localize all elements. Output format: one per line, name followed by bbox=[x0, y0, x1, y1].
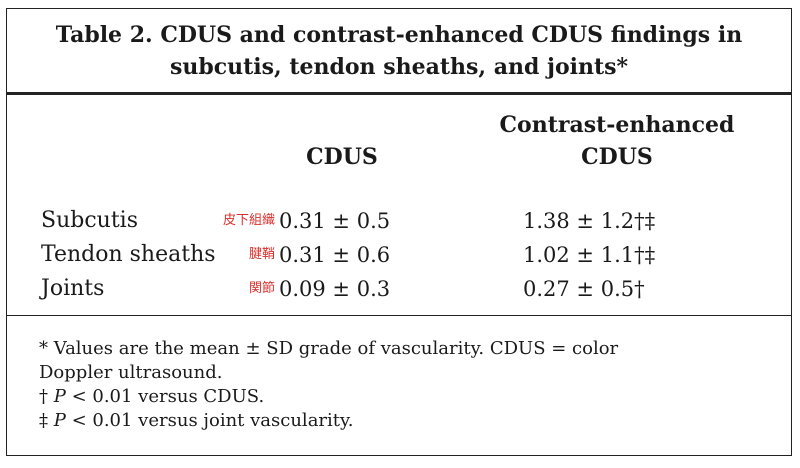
cell-joints-ce: 0.27 ± 0.5† bbox=[523, 277, 645, 301]
row-label-tendon-sheaths: Tendon sheaths bbox=[41, 242, 216, 267]
footnote-dagger-text: < 0.01 versus CDUS. bbox=[65, 386, 265, 407]
table-title-line-2: subcutis, tendon sheaths, and joints* bbox=[169, 54, 629, 80]
table-frame: Table 2. CDUS and contrast-enhanced CDUS… bbox=[6, 8, 792, 456]
cell-subcutis-ce: 1.38 ± 1.2†‡ bbox=[523, 209, 656, 233]
footnote-asterisk-line-2: Doppler ultrasound. bbox=[39, 362, 223, 383]
footnote-dagger-p: P bbox=[53, 386, 66, 407]
row-label-subcutis: Subcutis bbox=[41, 208, 138, 233]
footnote-double-dagger-text: < 0.01 versus joint vascularity. bbox=[65, 410, 354, 431]
row-annotation-joints: 関節 bbox=[248, 281, 275, 296]
row-annotation-subcutis: 皮下組織 bbox=[222, 213, 275, 228]
footnote-dagger: † P < 0.01 versus CDUS. bbox=[39, 385, 779, 409]
cell-tendon-sheaths-ce: 1.02 ± 1.1†‡ bbox=[523, 243, 656, 267]
title-divider bbox=[7, 92, 791, 95]
column-header-ce-line-1: Contrast-enhanced bbox=[499, 112, 735, 138]
cell-subcutis-cdus: 0.31 ± 0.5 bbox=[279, 209, 391, 233]
column-header-contrast-enhanced: Contrast-enhanced CDUS bbox=[477, 109, 757, 173]
footnote-divider bbox=[7, 315, 791, 316]
row-annotation-tendon-sheaths: 腱鞘 bbox=[248, 247, 275, 262]
column-header-ce-line-2: CDUS bbox=[581, 144, 653, 170]
row-label-joints: Joints bbox=[41, 276, 105, 301]
footnote-double-dagger: ‡ P < 0.01 versus joint vascularity. bbox=[39, 409, 779, 433]
footnote-asterisk-line-1: * Values are the mean ± SD grade of vasc… bbox=[39, 338, 619, 359]
column-header-cdus: CDUS bbox=[306, 144, 378, 170]
table-title-line-1: Table 2. CDUS and contrast-enhanced CDUS… bbox=[55, 22, 743, 48]
cell-tendon-sheaths-cdus: 0.31 ± 0.6 bbox=[279, 243, 391, 267]
table-title: Table 2. CDUS and contrast-enhanced CDUS… bbox=[7, 9, 791, 91]
footnote-dagger-symbol: † bbox=[39, 386, 48, 407]
cell-joints-cdus: 0.09 ± 0.3 bbox=[279, 277, 391, 301]
footnote-double-dagger-p: P bbox=[53, 410, 66, 431]
footnotes: * Values are the mean ± SD grade of vasc… bbox=[39, 337, 779, 433]
footnote-double-dagger-symbol: ‡ bbox=[39, 410, 48, 431]
